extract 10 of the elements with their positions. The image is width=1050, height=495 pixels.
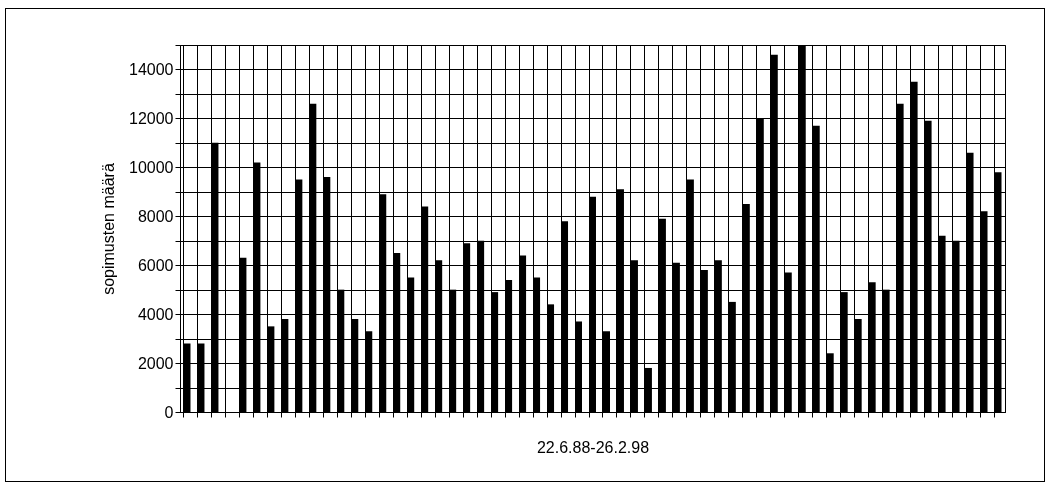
y-tick-label: 8000 <box>137 207 174 225</box>
y-tick-label: 6000 <box>137 256 174 274</box>
y-tick-label: 10000 <box>129 158 174 176</box>
x-axis-title: 22.6.88-26.2.98 <box>536 439 650 456</box>
y-axis-title: sopimusten määrä <box>100 163 118 295</box>
y-tick-label: 2000 <box>137 354 174 372</box>
y-tick-label: 0 <box>164 403 174 421</box>
y-tick-label: 12000 <box>129 109 174 127</box>
y-tick-label: 4000 <box>137 305 174 323</box>
y-tick-label: 14000 <box>129 60 174 78</box>
